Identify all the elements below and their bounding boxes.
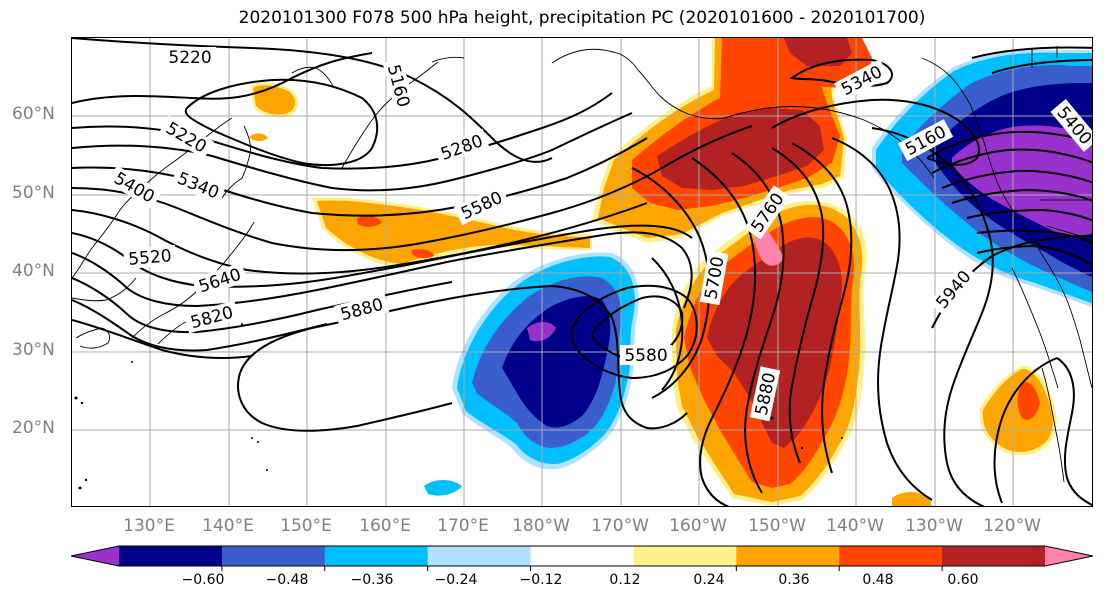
- contour-label: 5640: [196, 265, 243, 297]
- lon-label-170w: 170°W: [591, 516, 649, 536]
- contour-label: 5580: [458, 188, 506, 224]
- colorbar-tick-label: −0.48: [265, 572, 309, 588]
- colorbar-outline: [70, 545, 1094, 567]
- colorbar-segment: [839, 546, 943, 566]
- lon-label-150w: 150°W: [748, 516, 806, 536]
- map-title: 2020101300 F078 500 hPa height, precipit…: [238, 8, 926, 28]
- lat-label-20n: 20°N: [12, 418, 55, 438]
- colorbar-segment: [119, 546, 223, 566]
- lat-label-40n: 40°N: [12, 261, 55, 281]
- colorbar-segment: [736, 546, 840, 566]
- colorbar-tick-label: 0.12: [609, 572, 641, 588]
- precip-positive-nw-patch: [250, 82, 299, 141]
- contour-label: 5340: [174, 169, 222, 204]
- precip-positive-main-lobe: [672, 200, 867, 506]
- lat-label-30n: 30°N: [12, 340, 55, 360]
- lat-label-50n: 50°N: [12, 183, 55, 203]
- map-panel: 5220 5160 5340 5220 5280 5400 5340 5580 …: [71, 37, 1093, 507]
- contour-label: 5280: [438, 131, 485, 165]
- lon-label-130e: 130°E: [123, 516, 175, 536]
- lon-label-130w: 130°W: [905, 516, 963, 536]
- colorbar-extend-max: [1045, 546, 1093, 566]
- colorbar-extend-min: [71, 546, 119, 566]
- colorbar-segment: [324, 546, 429, 566]
- colorbar-segment: [942, 546, 1046, 566]
- lon-label-160e: 160°E: [359, 516, 411, 536]
- precip-positive-north-band: [592, 38, 847, 243]
- contour-label: 5400: [110, 169, 157, 208]
- precip-positive-south-patch: [892, 492, 932, 506]
- colorbar-segment: [427, 546, 532, 566]
- map-plot: 5220 5160 5340 5220 5280 5400 5340 5580 …: [72, 38, 1092, 506]
- lon-label-150e: 150°E: [280, 516, 332, 536]
- colorbar-segment: [633, 546, 737, 566]
- lon-label-180w: 180°W: [512, 516, 570, 536]
- lat-label-60n: 60°N: [12, 104, 55, 124]
- precip-positive-north-patch: [767, 38, 872, 88]
- contour-label: 5580: [624, 346, 667, 366]
- colorbar: [70, 545, 1094, 571]
- colorbar-tick-label: −0.36: [350, 572, 394, 588]
- colorbar-tick-label: 0.60: [947, 572, 979, 588]
- colorbar-tick-label: −0.12: [519, 572, 563, 588]
- precip-positive-se-patch: [979, 365, 1057, 456]
- contour-label: 5520: [128, 246, 173, 270]
- lon-label-120w: 120°W: [983, 516, 1041, 536]
- lon-label-140w: 140°W: [826, 516, 884, 536]
- lon-label-160w: 160°W: [669, 516, 727, 536]
- colorbar-segment: [530, 546, 634, 566]
- precip-negative-central-lobe: [424, 252, 639, 496]
- border-line-2: [1046, 225, 1092, 246]
- colorbar-tick-label: 0.48: [862, 572, 894, 588]
- contour-label: 5220: [168, 48, 211, 68]
- colorbar-tick-label: 0.24: [693, 572, 725, 588]
- colorbar-tick-label: −0.24: [434, 572, 478, 588]
- precip-negative-ne-lobe: [872, 49, 1092, 308]
- contour-label: 5880: [339, 295, 386, 326]
- colorbar-tick-label: −0.60: [181, 572, 225, 588]
- colorbar-tick-label: 0.36: [778, 572, 810, 588]
- lon-label-170e: 170°E: [437, 516, 489, 536]
- colorbar-segment: [221, 546, 326, 566]
- lon-label-140e: 140°E: [202, 516, 254, 536]
